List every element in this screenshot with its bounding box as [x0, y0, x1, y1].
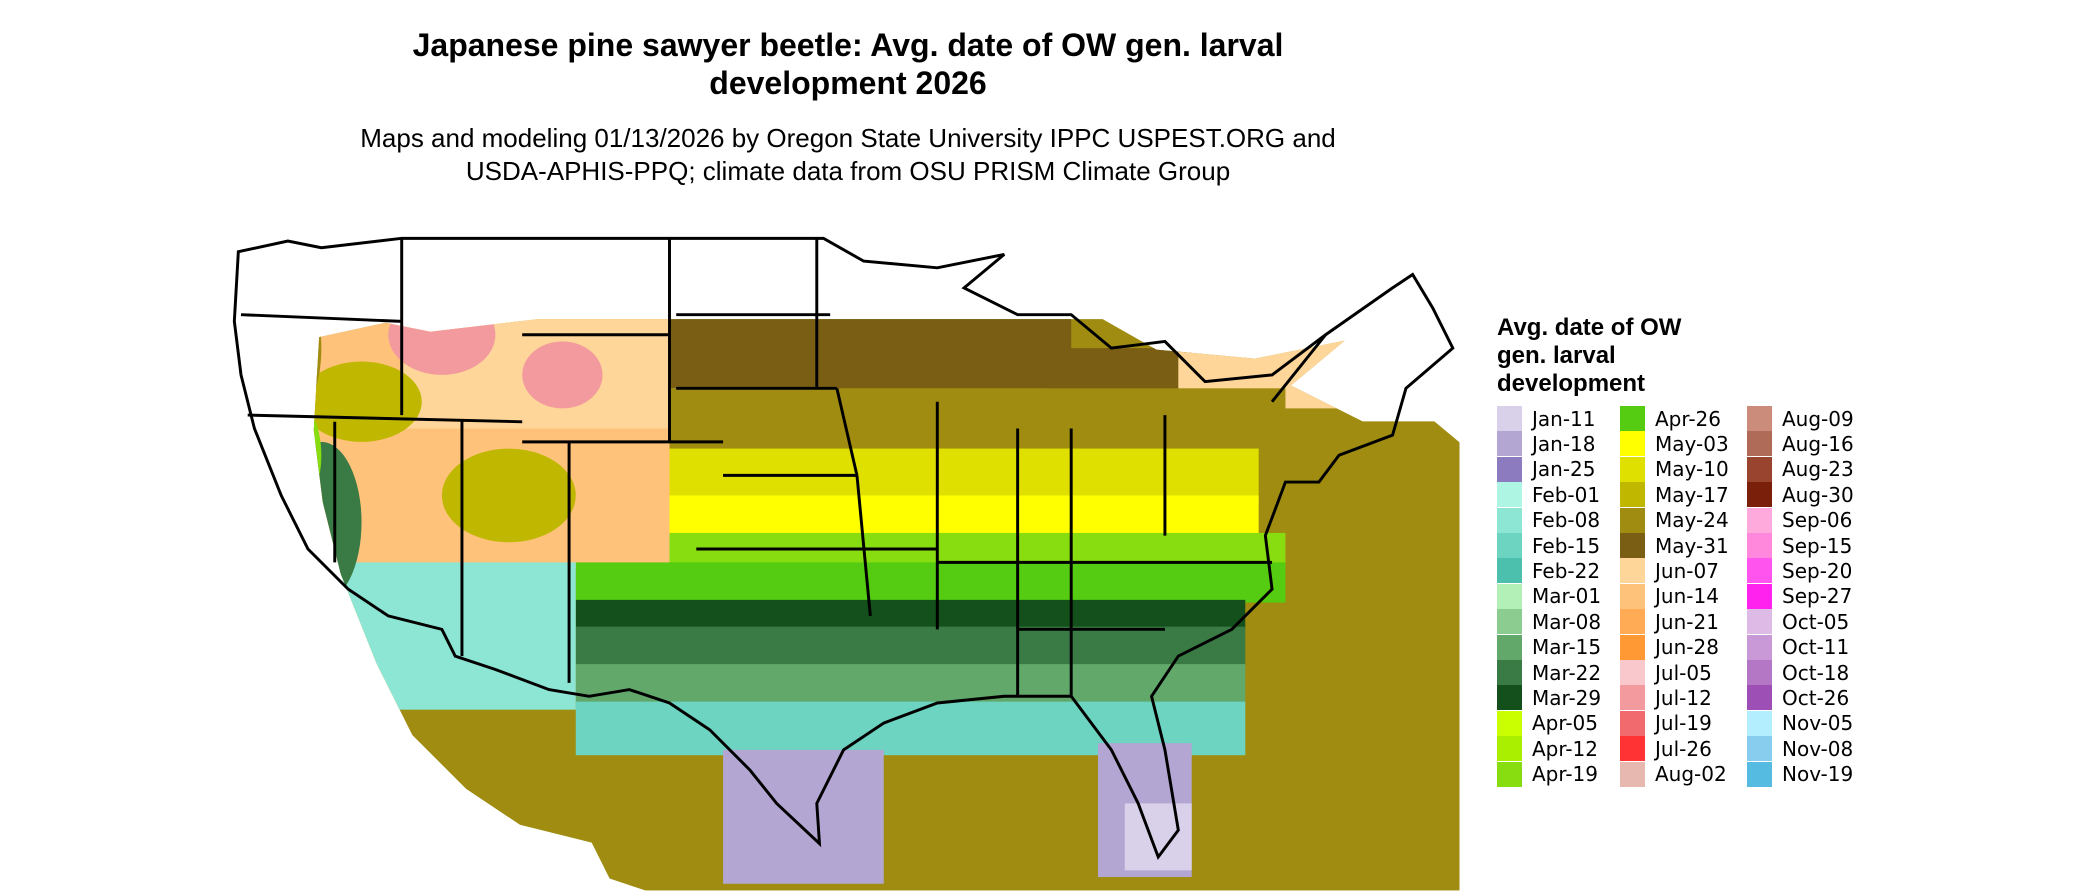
legend-title: Avg. date of OW gen. larval development	[1497, 314, 1682, 397]
map-title: Japanese pine sawyer beetle: Avg. date o…	[412, 27, 1284, 101]
map-fill	[313, 319, 1460, 891]
map-subtitle: Maps and modeling 01/13/2026 by Oregon S…	[360, 123, 1336, 186]
state-borders	[232, 236, 1455, 860]
